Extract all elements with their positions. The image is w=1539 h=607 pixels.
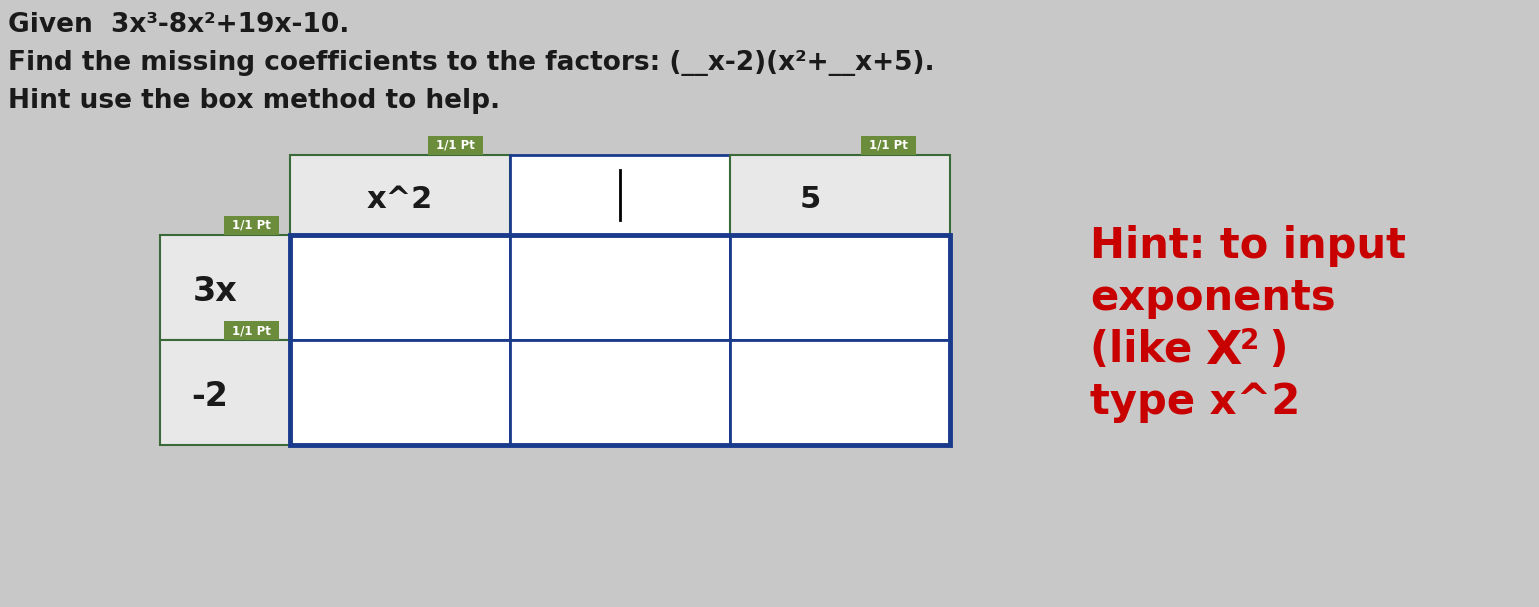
Bar xyxy=(428,136,483,155)
Bar xyxy=(223,321,279,340)
Text: (like: (like xyxy=(1090,329,1207,371)
Text: X: X xyxy=(1205,329,1242,374)
Bar xyxy=(160,340,289,445)
Bar xyxy=(160,235,289,340)
Text: Hint use the box method to help.: Hint use the box method to help. xyxy=(8,88,500,114)
Bar xyxy=(729,155,950,235)
Text: 1/1 Pt: 1/1 Pt xyxy=(870,139,908,152)
Bar xyxy=(223,216,279,235)
Bar xyxy=(289,235,509,340)
Text: 1/1 Pt: 1/1 Pt xyxy=(436,139,474,152)
Text: x^2: x^2 xyxy=(366,185,432,214)
Text: 5: 5 xyxy=(799,185,820,214)
Bar xyxy=(289,155,509,235)
Bar xyxy=(509,235,729,340)
Bar xyxy=(289,340,509,445)
Text: 2: 2 xyxy=(1240,327,1259,355)
Text: -2: -2 xyxy=(191,380,228,413)
Text: 1/1 Pt: 1/1 Pt xyxy=(231,324,271,337)
Bar xyxy=(729,340,950,445)
Text: ): ) xyxy=(1254,329,1288,371)
Text: 3x: 3x xyxy=(192,275,237,308)
Text: Find the missing coefficients to the factors: (__x-2)(x²+__x+5).: Find the missing coefficients to the fac… xyxy=(8,50,934,76)
Bar xyxy=(509,155,729,235)
Bar xyxy=(860,136,916,155)
Bar xyxy=(729,235,950,340)
Text: Given  3x³-8x²+19x-10.: Given 3x³-8x²+19x-10. xyxy=(8,12,349,38)
Text: exponents: exponents xyxy=(1090,277,1336,319)
Bar xyxy=(509,340,729,445)
Text: 1/1 Pt: 1/1 Pt xyxy=(231,219,271,232)
Bar xyxy=(289,235,950,445)
Text: Hint: to input: Hint: to input xyxy=(1090,225,1407,267)
Text: type x^2: type x^2 xyxy=(1090,381,1300,423)
